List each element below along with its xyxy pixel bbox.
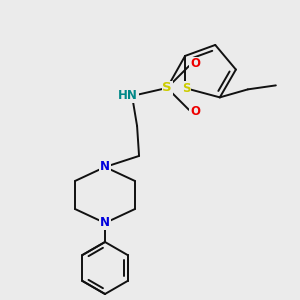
Text: O: O (190, 105, 200, 119)
Text: S: S (182, 82, 190, 94)
Text: HN: HN (118, 89, 138, 102)
Text: S: S (162, 81, 172, 94)
Text: N: N (100, 160, 110, 173)
Text: N: N (100, 217, 110, 230)
Text: O: O (190, 57, 200, 70)
